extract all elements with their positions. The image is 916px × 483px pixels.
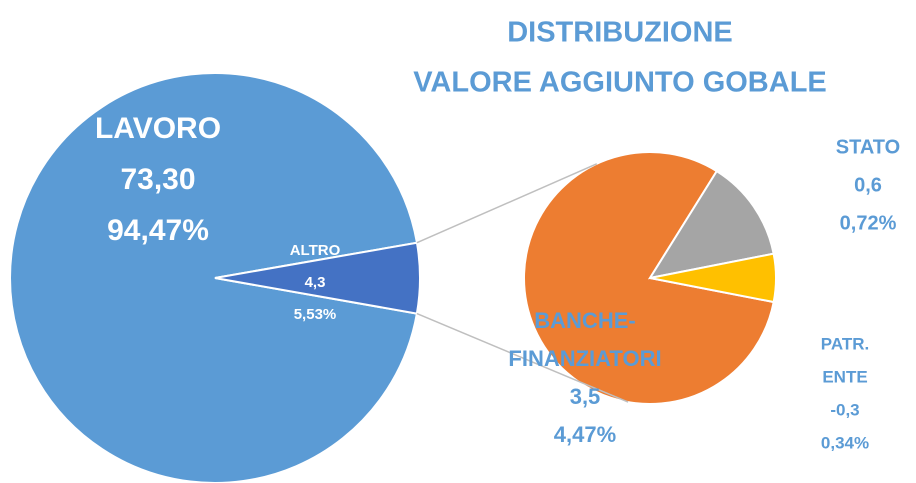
data-label: 4,3 [305,274,326,291]
data-label: ALTRO [290,242,341,259]
chart-title: VALORE AGGIUNTO GOBALE [413,67,827,99]
data-label: 4,47% [554,422,616,447]
data-label: 0,34% [821,433,869,452]
data-label: BANCHE- [534,308,635,333]
connector-line [416,163,598,244]
data-label: 73,30 [120,163,195,196]
data-label: 3,5 [570,384,601,409]
slice [649,252,777,304]
data-label: -0,3 [830,400,859,419]
data-label: FINANZIATORI [508,346,661,371]
data-label: 0,6 [854,174,882,196]
chart-title: DISTRIBUZIONE [507,17,733,49]
data-label: 5,53% [294,306,337,323]
slice [9,72,419,483]
data-label: STATO [836,136,900,158]
connector-line [416,312,629,403]
slice [214,241,421,315]
data-label: ENTE [822,367,867,386]
data-label: 94,47% [107,214,209,247]
slice [647,169,775,280]
data-label: 0,72% [840,212,897,234]
data-label: PATR. [821,334,869,353]
data-label: LAVORO [95,112,221,145]
